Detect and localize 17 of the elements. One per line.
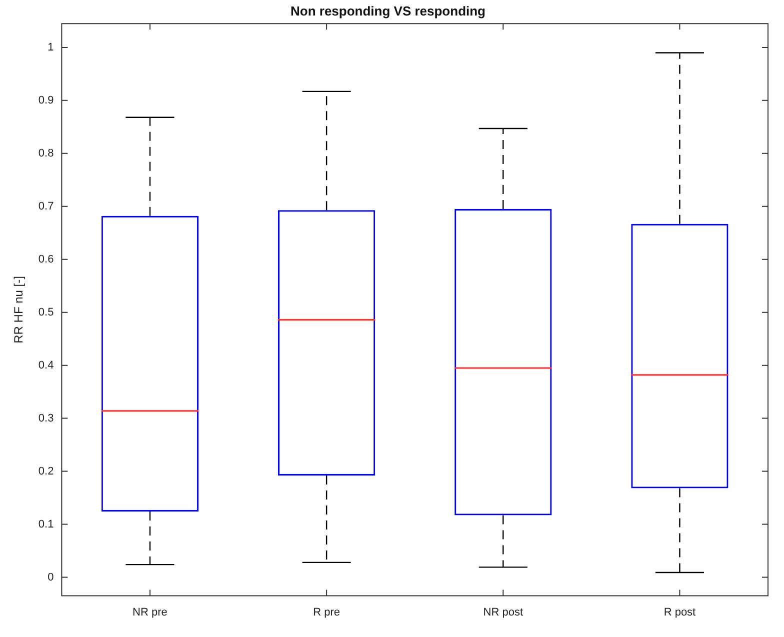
x-tick-label: R pre: [313, 606, 340, 618]
y-tick-label: 0.1: [38, 518, 54, 530]
y-tick-label: 0.5: [38, 306, 54, 318]
chart-title: Non responding VS responding: [290, 3, 486, 18]
y-tick-label: 0.2: [38, 465, 54, 478]
x-tick-label: NR pre: [132, 606, 168, 618]
y-tick-label: 0.7: [38, 200, 54, 212]
y-tick-label: 0: [48, 571, 54, 584]
x-tick-label: R post: [664, 606, 696, 618]
y-tick-label: 0.6: [38, 253, 54, 266]
y-tick-label: 0.3: [38, 412, 54, 424]
y-tick-label: 0.8: [38, 147, 54, 160]
y-axis-title: RR HF nu [-]: [12, 276, 26, 344]
y-tick-label: 1: [48, 41, 54, 54]
x-tick-label: NR post: [483, 606, 524, 618]
y-tick-label: 0.9: [38, 94, 54, 106]
y-tick-label: 0.4: [38, 359, 54, 372]
